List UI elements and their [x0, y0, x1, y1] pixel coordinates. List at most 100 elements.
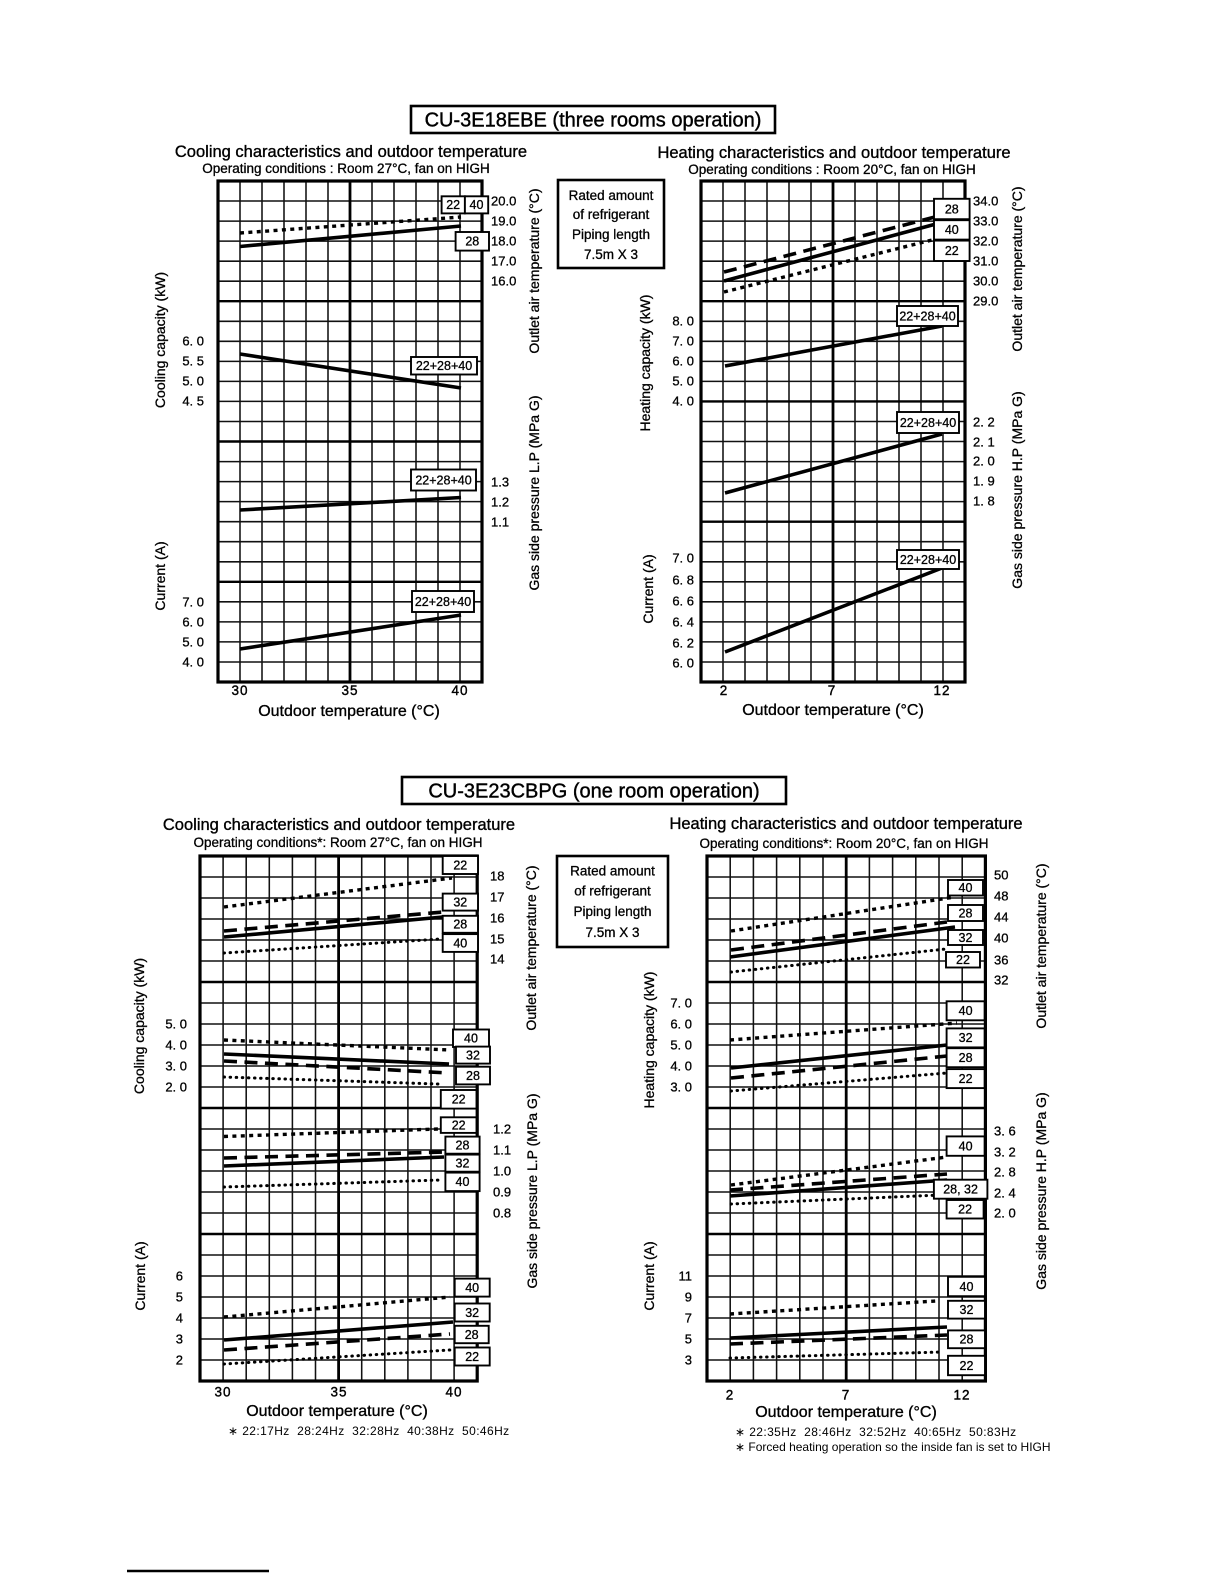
svg-text:40: 40: [470, 198, 484, 212]
svg-text:3. 0: 3. 0: [670, 1080, 692, 1095]
svg-text:32: 32: [456, 1156, 470, 1170]
svg-text:7. 0: 7. 0: [672, 551, 694, 566]
svg-text:5. 0: 5. 0: [672, 374, 694, 389]
svg-text:22: 22: [960, 1359, 974, 1373]
svg-text:2: 2: [726, 1388, 735, 1403]
svg-text:28, 32: 28, 32: [943, 1183, 978, 1197]
svg-text:6. 0: 6. 0: [672, 354, 694, 369]
svg-text:Gas side pressure L.P (MPa G): Gas side pressure L.P (MPa G): [524, 1093, 540, 1288]
svg-text:22: 22: [465, 1350, 479, 1364]
svg-text:∗ 22:17Hz 28:24Hz 32:28Hz 4: ∗ 22:17Hz 28:24Hz 32:28Hz 40:38Hz 50:46H…: [228, 1424, 510, 1438]
svg-text:50: 50: [994, 868, 1008, 883]
svg-text:Outlet air temperature (°C): Outlet air temperature (°C): [1033, 863, 1049, 1028]
svg-text:16.0: 16.0: [491, 274, 516, 289]
svg-text:2: 2: [720, 683, 729, 698]
svg-text:17.0: 17.0: [491, 254, 516, 269]
svg-text:1.2: 1.2: [493, 1122, 511, 1137]
svg-text:2. 0: 2. 0: [973, 454, 995, 469]
svg-text:32: 32: [466, 1048, 480, 1062]
svg-text:44: 44: [994, 910, 1008, 925]
svg-text:1.1: 1.1: [491, 515, 509, 530]
svg-text:32: 32: [959, 931, 973, 945]
svg-text:28: 28: [945, 202, 959, 216]
svg-text:Cooling capacity (kW): Cooling capacity (kW): [131, 958, 147, 1094]
svg-text:7.5m X 3: 7.5m X 3: [584, 247, 638, 262]
svg-text:1.0: 1.0: [493, 1164, 511, 1179]
svg-text:6. 4: 6. 4: [672, 615, 694, 630]
svg-text:Operating conditions*: Room 20: Operating conditions*: Room 20°C, fan on…: [699, 836, 988, 851]
svg-text:40: 40: [959, 881, 973, 895]
svg-text:CU-3E23CBPG (one room operatio: CU-3E23CBPG (one room operation): [428, 781, 759, 803]
svg-text:9: 9: [685, 1290, 692, 1305]
svg-text:40: 40: [445, 1385, 462, 1400]
svg-text:28: 28: [960, 1333, 974, 1347]
svg-text:7: 7: [828, 683, 837, 698]
svg-text:Outlet air temperature (°C): Outlet air temperature (°C): [526, 188, 542, 353]
svg-text:Outdoor temperature (°C): Outdoor temperature (°C): [742, 702, 924, 719]
svg-text:Outlet air temperature (°C): Outlet air temperature (°C): [1009, 186, 1025, 351]
svg-text:Heating characteristics and ou: Heating characteristics and outdoor temp…: [669, 815, 1022, 833]
svg-text:5: 5: [685, 1332, 692, 1347]
svg-text:∗ 22:35Hz 28:46Hz 32:52Hz 4: ∗ 22:35Hz 28:46Hz 32:52Hz 40:65Hz 50:83H…: [735, 1425, 1017, 1439]
svg-text:28: 28: [453, 918, 467, 932]
svg-text:19.0: 19.0: [491, 214, 516, 229]
svg-text:6. 0: 6. 0: [182, 615, 204, 630]
svg-text:2. 8: 2. 8: [994, 1165, 1016, 1180]
svg-text:12: 12: [933, 683, 950, 698]
svg-text:2. 4: 2. 4: [994, 1186, 1016, 1201]
svg-text:Cooling characteristics and ou: Cooling characteristics and outdoor temp…: [163, 816, 515, 834]
svg-text:4. 0: 4. 0: [670, 1059, 692, 1074]
svg-text:Operating conditions : Room 20: Operating conditions : Room 20°C, fan on…: [688, 162, 976, 177]
svg-text:18.0: 18.0: [491, 234, 516, 249]
svg-text:5. 0: 5. 0: [182, 635, 204, 650]
svg-text:40: 40: [464, 1032, 478, 1046]
svg-text:6. 0: 6. 0: [670, 1017, 692, 1032]
svg-text:30: 30: [231, 683, 248, 698]
svg-text:22: 22: [945, 244, 959, 258]
svg-text:0.8: 0.8: [493, 1206, 511, 1221]
svg-text:Cooling characteristics and ou: Cooling characteristics and outdoor temp…: [175, 143, 527, 161]
svg-text:3: 3: [176, 1332, 183, 1347]
svg-text:22+28+40: 22+28+40: [415, 473, 471, 487]
svg-text:18: 18: [490, 869, 504, 884]
svg-text:7: 7: [685, 1311, 692, 1326]
svg-text:33.0: 33.0: [973, 214, 998, 229]
svg-text:36: 36: [994, 953, 1008, 968]
svg-text:40: 40: [456, 1175, 470, 1189]
svg-text:of refrigerant: of refrigerant: [574, 883, 651, 898]
svg-text:32: 32: [959, 1031, 973, 1045]
svg-text:2. 2: 2. 2: [973, 415, 995, 430]
svg-text:3. 6: 3. 6: [994, 1124, 1016, 1139]
svg-text:7: 7: [842, 1388, 851, 1403]
svg-text:40: 40: [451, 683, 468, 698]
svg-text:∗ Forced heating operation so: ∗ Forced heating operation so the inside…: [735, 1440, 1051, 1454]
svg-text:Current (A): Current (A): [132, 1241, 148, 1310]
svg-text:28: 28: [959, 1051, 973, 1065]
svg-text:CU-3E18EBE (three rooms operat: CU-3E18EBE (three rooms operation): [425, 110, 762, 132]
svg-text:Heating capacity (kW): Heating capacity (kW): [641, 972, 657, 1109]
svg-text:5. 5: 5. 5: [182, 354, 204, 369]
svg-text:7.5m X 3: 7.5m X 3: [585, 925, 639, 940]
svg-text:Rated amount: Rated amount: [570, 863, 655, 878]
svg-text:28: 28: [465, 235, 479, 249]
svg-text:2: 2: [176, 1353, 183, 1368]
svg-text:5. 0: 5. 0: [670, 1038, 692, 1053]
svg-text:1. 8: 1. 8: [973, 494, 995, 509]
svg-text:Gas side pressure L.P (MPa G): Gas side pressure L.P (MPa G): [526, 395, 542, 590]
svg-text:28: 28: [466, 1069, 480, 1083]
svg-text:6. 0: 6. 0: [182, 334, 204, 349]
svg-text:35: 35: [330, 1385, 347, 1400]
svg-text:4: 4: [176, 1311, 183, 1326]
svg-text:40: 40: [959, 1004, 973, 1018]
svg-text:35: 35: [341, 683, 358, 698]
svg-text:40: 40: [959, 1139, 973, 1153]
svg-text:Gas side pressure H.P (MPa G): Gas side pressure H.P (MPa G): [1033, 1092, 1049, 1289]
svg-text:Operating conditions*: Room 27: Operating conditions*: Room 27°C, fan on…: [193, 835, 482, 850]
svg-text:17: 17: [490, 890, 504, 905]
svg-text:Outlet air temperature (°C): Outlet air temperature (°C): [523, 865, 539, 1030]
svg-text:32: 32: [453, 895, 467, 909]
svg-text:0.9: 0.9: [493, 1185, 511, 1200]
svg-text:40: 40: [465, 1281, 479, 1295]
svg-text:14: 14: [490, 952, 504, 967]
svg-text:4. 0: 4. 0: [672, 394, 694, 409]
